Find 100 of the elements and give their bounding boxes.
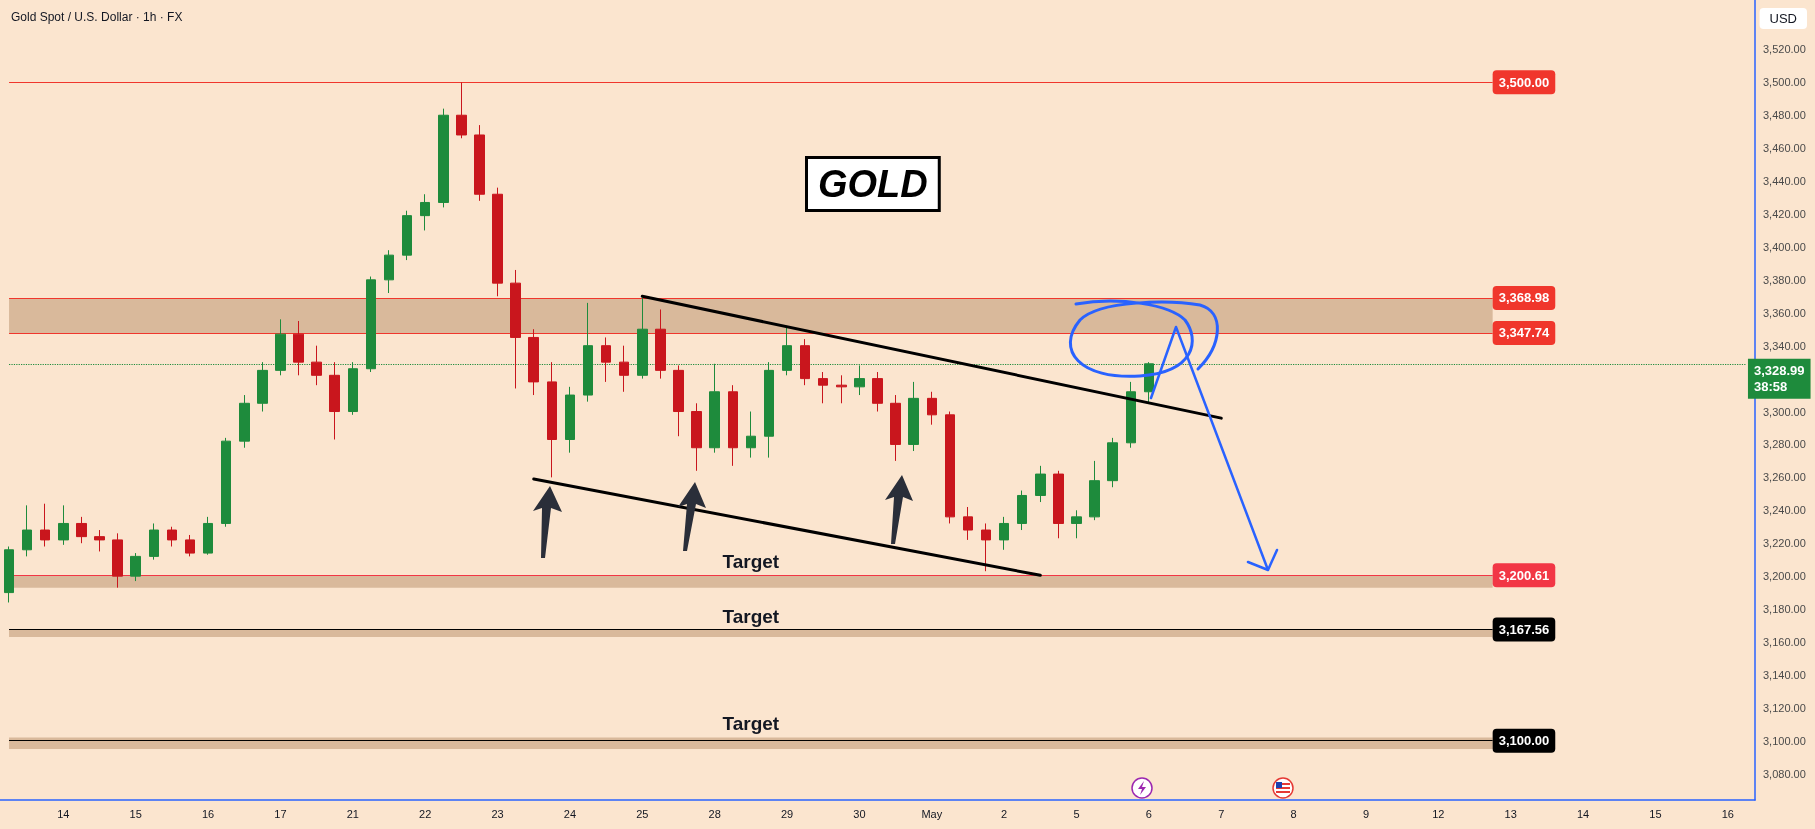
text: 38:58	[1753, 379, 1788, 395]
y-tick-label: 3,400.00	[1763, 240, 1806, 253]
x-tick-label: 2	[1001, 807, 1008, 820]
candlestick	[329, 361, 340, 441]
candlestick	[673, 364, 684, 437]
x-tick-label: May	[921, 807, 943, 820]
band-label: Target	[722, 551, 780, 573]
x-tick-label: 25	[636, 807, 649, 820]
y-tick-label: 3,420.00	[1763, 207, 1806, 220]
candlestick	[1071, 509, 1082, 539]
ref-line-label: 3,328.99	[1753, 363, 1805, 379]
x-tick-label: 9	[1362, 807, 1370, 820]
band-label: Target	[722, 713, 780, 735]
y-tick-label: 3,340.00	[1763, 339, 1806, 352]
candlestick	[746, 411, 756, 459]
candlestick	[528, 328, 539, 396]
candlestick	[384, 249, 394, 294]
x-tick-label: 28	[708, 807, 721, 820]
candlestick	[221, 437, 231, 528]
x-tick-label: 14	[57, 807, 70, 820]
ref-line-label: 3,368.98	[1498, 290, 1550, 306]
candlestick	[456, 81, 467, 139]
x-tick-label: 6	[1145, 807, 1152, 820]
candlestick	[1053, 470, 1064, 539]
x-tick-label: 24	[563, 807, 577, 820]
candlestick	[420, 193, 430, 231]
ref-line-label: 3,100.00	[1498, 733, 1550, 749]
x-tick-label: 16	[1721, 807, 1734, 820]
x-tick-label: 21	[346, 807, 359, 820]
candlestick	[619, 345, 629, 393]
y-tick-label: 3,280.00	[1763, 438, 1806, 451]
text: Gold Spot / U.S. Dollar · 1h · FX	[11, 10, 183, 24]
y-tick-label: 3,160.00	[1763, 635, 1806, 648]
x-tick-label: 5	[1073, 807, 1080, 820]
candlestick	[872, 371, 883, 413]
y-tick-label: 3,260.00	[1763, 471, 1806, 484]
candlestick	[565, 386, 575, 454]
candlestick	[836, 374, 847, 404]
x-tick-label: 23	[491, 807, 504, 820]
candlestick	[311, 345, 322, 386]
x-tick-label: 22	[419, 807, 432, 820]
candlestick	[691, 402, 702, 472]
x-tick-label: 15	[1649, 807, 1662, 820]
candlestick	[167, 526, 177, 547]
y-tick-label: 3,240.00	[1763, 504, 1806, 517]
ref-line-label: 3,500.00	[1498, 74, 1550, 90]
x-tick-label: 17	[274, 807, 287, 820]
x-tick-label: 16	[201, 807, 215, 820]
candlestick	[203, 516, 213, 556]
ref-line-label: 3,347.74	[1498, 325, 1551, 341]
y-tick-label: 3,300.00	[1763, 405, 1806, 418]
candlestick	[728, 384, 738, 467]
candlestick	[927, 391, 937, 426]
candlestick	[40, 503, 50, 547]
ref-line-label: 3,200.61	[1498, 567, 1550, 583]
candlestick	[818, 371, 828, 404]
y-tick-label: 3,440.00	[1763, 175, 1806, 188]
y-tick-label: 3,480.00	[1763, 109, 1806, 122]
candlestick	[601, 336, 611, 383]
candlestick	[22, 504, 32, 557]
candlestick	[58, 504, 69, 546]
candlestick	[112, 532, 123, 589]
candlestick	[185, 534, 195, 557]
candlestick	[492, 187, 503, 297]
y-tick-label: 3,220.00	[1763, 537, 1806, 550]
candlestick	[908, 381, 919, 452]
candlestick	[510, 269, 521, 389]
band-label: Target	[722, 605, 780, 627]
x-tick-label: 12	[1432, 807, 1445, 820]
candlestick	[800, 338, 810, 386]
annotation: GOLD	[818, 163, 928, 205]
x-tick-label: 15	[129, 807, 142, 820]
y-tick-label: 3,360.00	[1763, 306, 1806, 319]
candlestick	[4, 546, 14, 603]
candlestick	[402, 210, 412, 261]
candlestick	[945, 411, 955, 524]
y-tick-label: 3,380.00	[1763, 273, 1806, 286]
candlestick	[1035, 465, 1046, 503]
candlestick	[293, 320, 304, 376]
candlestick	[76, 516, 87, 544]
candlestick	[981, 522, 991, 572]
candlestick	[474, 124, 485, 202]
candlestick	[963, 506, 973, 541]
ref-line-label: 3,167.56	[1498, 622, 1550, 638]
x-tick-label: 30	[853, 807, 866, 820]
candlestick	[239, 394, 250, 449]
x-tick-label: 8	[1290, 807, 1297, 820]
candlestick	[890, 394, 901, 462]
y-tick-label: 3,460.00	[1763, 142, 1806, 155]
candlestick	[149, 522, 159, 561]
candlestick	[1107, 437, 1118, 488]
candlestick	[1017, 490, 1027, 531]
candlestick	[999, 516, 1009, 551]
candlestick	[1089, 460, 1100, 521]
x-tick-label: 7	[1218, 807, 1225, 820]
candlestick	[583, 302, 593, 403]
candlestick	[130, 552, 141, 582]
y-tick-label: 3,100.00	[1763, 734, 1806, 747]
x-tick-label: 29	[780, 807, 794, 820]
y-tick-label: 3,200.00	[1763, 570, 1806, 583]
